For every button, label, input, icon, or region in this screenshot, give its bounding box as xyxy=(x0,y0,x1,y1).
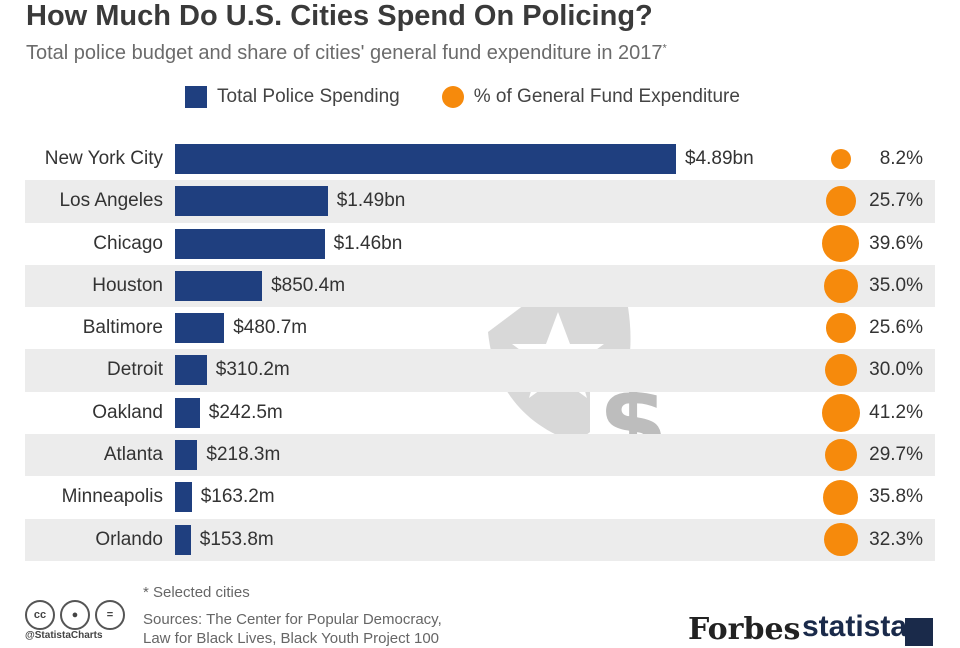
share-dot xyxy=(825,354,857,387)
spending-bar xyxy=(175,440,198,471)
spending-value-label: $310.2m xyxy=(215,359,290,381)
statista-handle: @StatistaCharts xyxy=(25,630,103,641)
legend-dot-label: % of General Fund Expenditure xyxy=(473,86,740,107)
share-dot xyxy=(826,186,856,217)
city-label: Detroit xyxy=(107,359,163,381)
share-dot xyxy=(824,523,858,557)
cc-icon: cc xyxy=(25,600,55,630)
spending-bar xyxy=(175,397,200,428)
share-dot xyxy=(823,268,859,304)
chart-row: Los Angeles $1.49bn 25.7% xyxy=(25,180,935,223)
chart-rows: New York City $4.89bn 8.2% Los Angeles $1.49… xyxy=(25,138,935,561)
sources-line-1: Sources: The Center for Popular Democrac… xyxy=(143,611,442,628)
city-label: Oakland xyxy=(92,401,163,423)
share-value-label: 29.7% xyxy=(869,444,923,466)
chart-row: Minneapolis $163.2m 35.8% xyxy=(25,476,935,518)
spending-value-label: $153.8m xyxy=(199,528,274,550)
sources-line-2: Law for Black Lives, Black Youth Project… xyxy=(143,630,440,647)
statista-logo-mark xyxy=(905,618,933,646)
city-label: Houston xyxy=(92,274,163,296)
creative-commons-icon: cc ● = xyxy=(25,600,130,630)
spending-value-label: $163.2m xyxy=(200,486,275,508)
legend-bar-swatch xyxy=(185,86,207,108)
spending-value-label: $218.3m xyxy=(206,444,281,466)
share-dot xyxy=(826,313,856,344)
spending-value-label: $4.89bn xyxy=(685,148,754,169)
share-dot xyxy=(822,393,860,432)
attribution-icon: ● xyxy=(60,600,90,630)
share-value-label: 41.2% xyxy=(869,401,923,423)
chart-row: New York City $4.89bn 8.2% xyxy=(25,138,935,180)
spending-value-label: $480.7m xyxy=(233,317,308,339)
spending-bar xyxy=(175,270,263,301)
city-label: Atlanta xyxy=(103,444,163,466)
city-label: Chicago xyxy=(93,232,163,254)
chart-row: Houston $850.4m 35.0% xyxy=(25,264,935,308)
spending-value-label: $242.5m xyxy=(208,401,283,423)
no-derivatives-icon: = xyxy=(95,600,125,630)
subtitle-footnote-mark: * xyxy=(662,42,667,55)
city-label: Baltimore xyxy=(82,317,163,339)
city-label: Orlando xyxy=(95,528,163,550)
chart-row: Baltimore $480.7m 25.6% xyxy=(25,307,935,349)
spending-bar xyxy=(175,482,192,513)
spending-value-label: $1.49bn xyxy=(336,190,406,212)
statista-logo: statista xyxy=(802,610,908,643)
spending-bar xyxy=(175,313,225,344)
spending-bar xyxy=(175,228,325,259)
share-value-label: 8.2% xyxy=(879,148,923,169)
spending-bar xyxy=(175,144,676,174)
legend: Total Police Spending % of General Fund … xyxy=(185,86,740,108)
share-value-label: 35.0% xyxy=(869,274,923,296)
city-label: Los Angeles xyxy=(59,190,163,212)
chart-row: Atlanta $218.3m 29.7% xyxy=(25,434,935,477)
footnote: * Selected cities xyxy=(143,584,250,601)
chart-row: Oakland $242.5m 41.2% xyxy=(25,392,935,434)
spending-bar xyxy=(175,186,328,217)
chart-row: Detroit $310.2m 30.0% xyxy=(25,349,935,392)
legend-dot-swatch xyxy=(441,86,464,108)
spending-value-label: $850.4m xyxy=(271,274,346,296)
share-dot xyxy=(825,439,857,472)
forbes-logo: Forbes xyxy=(688,612,801,647)
spending-bar xyxy=(175,355,207,386)
share-dot xyxy=(830,148,852,170)
share-dot xyxy=(822,224,860,263)
share-value-label: 35.8% xyxy=(869,486,923,508)
chart-row: Chicago $1.46bn 39.6% xyxy=(25,223,935,265)
share-value-label: 32.3% xyxy=(869,528,923,550)
city-label: New York City xyxy=(44,148,163,169)
sources: Sources: The Center for Popular Democrac… xyxy=(143,610,442,648)
subtitle-text: Total police budget and share of cities'… xyxy=(26,42,663,64)
share-value-label: 39.6% xyxy=(869,232,923,254)
chart-subtitle: Total police budget and share of cities'… xyxy=(26,42,667,65)
chart-row: Orlando $153.8m 32.3% xyxy=(25,518,935,561)
spending-value-label: $1.46bn xyxy=(333,232,403,254)
chart-title: How Much Do U.S. Cities Spend On Policin… xyxy=(26,0,653,32)
city-label: Minneapolis xyxy=(61,486,163,508)
share-dot xyxy=(823,479,859,515)
legend-bar-label: Total Police Spending xyxy=(217,86,400,107)
share-value-label: 25.6% xyxy=(869,317,923,339)
share-value-label: 30.0% xyxy=(869,359,923,381)
spending-bar xyxy=(175,524,191,555)
share-value-label: 25.7% xyxy=(869,190,923,212)
